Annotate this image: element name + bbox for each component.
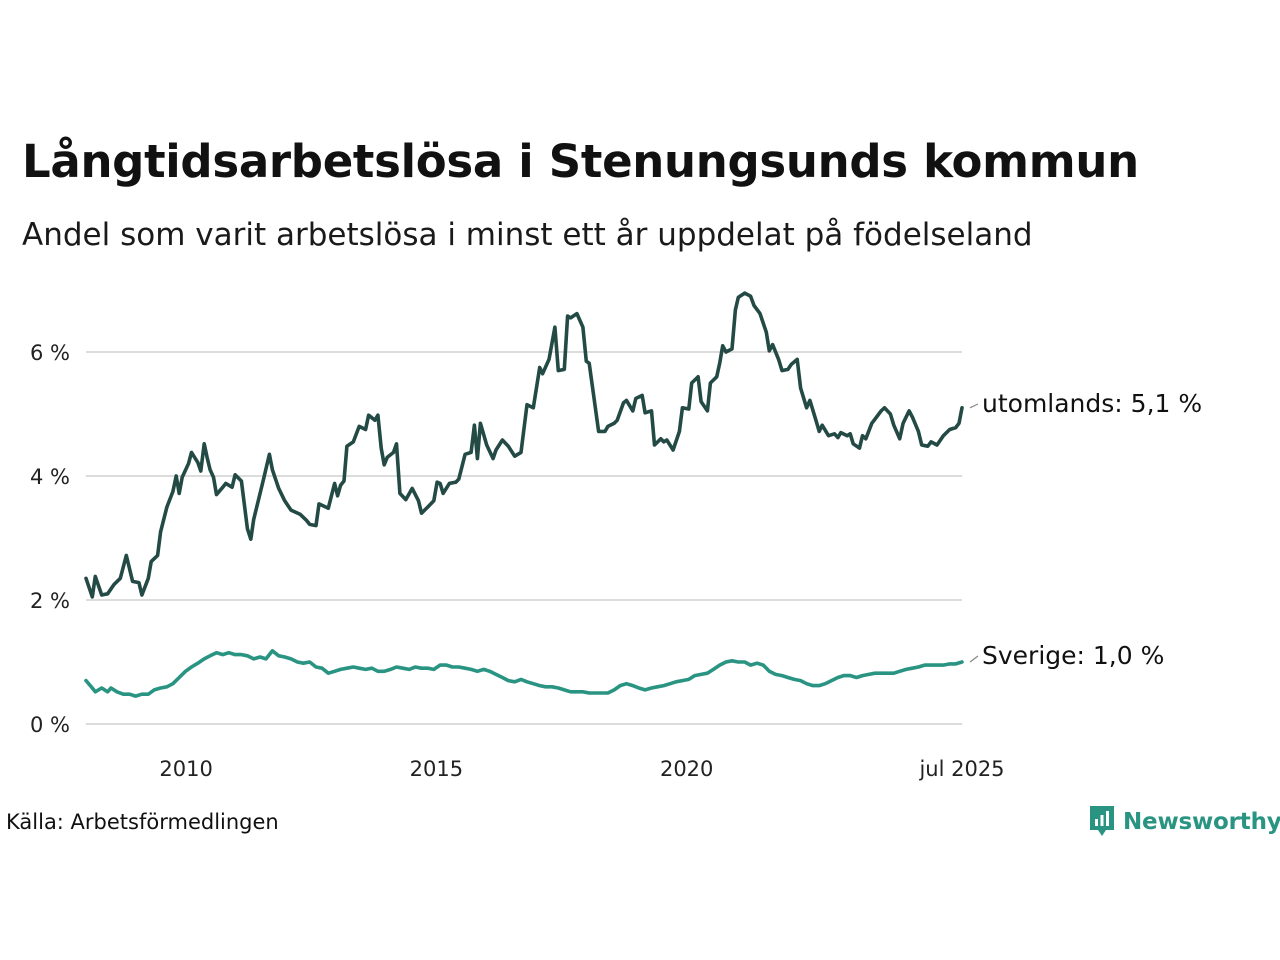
chart-subtitle: Andel som varit arbetslösa i minst ett å… <box>22 217 1033 253</box>
x-tick-label: 2010 <box>159 757 212 781</box>
source-note: Källa: Arbetsförmedlingen <box>6 810 279 834</box>
y-tick-label: 0 % <box>30 713 70 737</box>
series-line-utomlands <box>84 291 964 599</box>
newsworthy-logo: Newsworthy <box>1088 804 1280 840</box>
chart-title: Långtidsarbetslösa i Stenungsunds kommun <box>22 135 1139 188</box>
y-tick-label: 2 % <box>30 589 70 613</box>
x-tick-label: jul 2025 <box>918 757 1004 781</box>
y-tick-label: 4 % <box>30 465 70 489</box>
newsworthy-logo-text: Newsworthy <box>1123 809 1280 835</box>
newsworthy-logo-icon <box>1090 806 1114 836</box>
end-label-connector <box>969 403 979 409</box>
end-labels: utomlands: 5,1 % Sverige: 1,0 % <box>969 389 1202 670</box>
series-lines <box>84 291 964 698</box>
x-tick-label: 2015 <box>410 757 463 781</box>
y-tick-label: 6 % <box>30 341 70 365</box>
x-axis-ticks: 2010 2015 2020 jul 2025 <box>159 757 1004 781</box>
end-label-connector <box>969 655 979 663</box>
line-chart: 0 % 2 % 4 % 6 % 2010 2015 2020 jul 2025 utomla… <box>30 291 1202 781</box>
x-tick-label: 2020 <box>660 757 713 781</box>
end-label-sverige: Sverige: 1,0 % <box>982 641 1164 670</box>
gridlines <box>86 351 962 725</box>
series-line-sverige <box>84 649 964 698</box>
end-label-utomlands: utomlands: 5,1 % <box>982 389 1202 418</box>
y-axis-ticks: 0 % 2 % 4 % 6 % <box>30 341 70 737</box>
